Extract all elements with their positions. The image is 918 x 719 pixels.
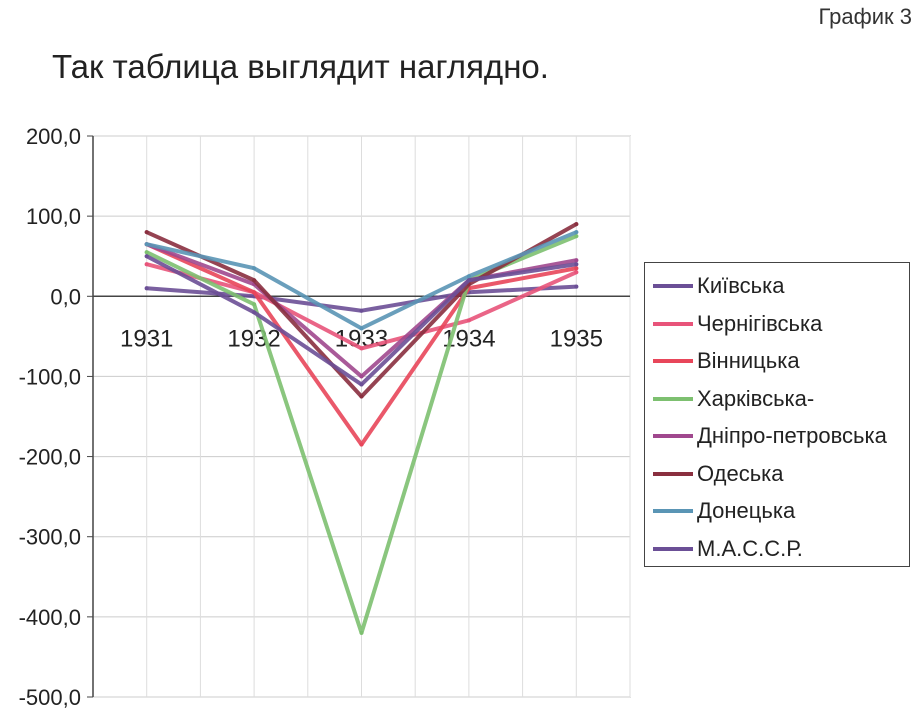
y-tick-label: -200,0 [19, 445, 81, 470]
legend-swatch [653, 509, 693, 513]
data-point [359, 630, 364, 635]
legend-swatch [653, 396, 693, 401]
legend-swatch [653, 359, 693, 363]
data-point [252, 310, 257, 315]
legend-label: Дніпро-петровська [697, 423, 887, 448]
data-point [359, 326, 364, 331]
data-point [574, 258, 579, 263]
data-point [144, 242, 149, 247]
data-point [144, 262, 149, 267]
legend-item: Чернігівська [653, 309, 822, 339]
data-point [252, 302, 257, 307]
legend-label: Одеська [697, 460, 784, 486]
legend-swatch [653, 284, 693, 288]
data-point [144, 286, 149, 291]
data-point [359, 346, 364, 351]
data-point [144, 254, 149, 259]
data-point [574, 230, 579, 235]
chart-legend: Київська Чернігівська Вінницька Харківська-… [644, 262, 910, 567]
y-tick-label: 0,0 [50, 284, 81, 309]
data-point [144, 250, 149, 255]
x-tick-label: 1931 [120, 325, 173, 352]
legend-item: Вінницька [653, 346, 800, 376]
legend-item: Харківська- [653, 384, 814, 414]
legend-label: Харківська- [697, 385, 815, 411]
data-point [144, 230, 149, 235]
legend-swatch [653, 321, 693, 326]
legend-swatch [653, 471, 693, 476]
legend-item: Одеська [653, 459, 784, 489]
y-tick-label: -500,0 [19, 685, 81, 710]
data-point [466, 278, 471, 283]
y-tick-label: -300,0 [19, 525, 81, 550]
legend-swatch [653, 546, 693, 551]
x-tick-label: 1932 [227, 325, 280, 352]
data-point [466, 318, 471, 323]
legend-label: Чернігівська [697, 310, 823, 336]
data-point [466, 274, 471, 279]
graph-label: График 3 [818, 4, 912, 29]
legend-label: Київська [697, 273, 785, 298]
data-point [359, 394, 364, 399]
y-tick-label: -100,0 [19, 364, 81, 389]
legend-label: М.А.С.С.Р. [697, 535, 803, 561]
data-point [574, 270, 579, 275]
legend-label: Вінницька [697, 348, 800, 373]
legend-item: М.А.С.С.Р. [653, 534, 803, 564]
y-tick-label: 200,0 [26, 124, 81, 149]
data-point [574, 262, 579, 267]
legend-item: Донецька [653, 496, 795, 526]
data-point [359, 382, 364, 387]
data-point [359, 442, 364, 447]
data-point [574, 266, 579, 271]
legend-label: Донецька [697, 498, 796, 523]
data-point [252, 278, 257, 283]
data-point [252, 290, 257, 295]
legend-item: Дніпро-петровська [653, 421, 887, 451]
data-point [359, 308, 364, 313]
page-heading: Так таблица выглядит наглядно. [52, 48, 549, 85]
x-tick-label: 1935 [550, 325, 603, 352]
y-tick-label: 100,0 [26, 204, 81, 229]
data-point [574, 284, 579, 289]
data-point [574, 222, 579, 227]
legend-item: Київська [653, 271, 784, 301]
data-point [252, 266, 257, 271]
legend-swatch [653, 434, 693, 438]
y-tick-label: -400,0 [19, 605, 81, 630]
data-point [574, 234, 579, 239]
data-point [359, 374, 364, 379]
